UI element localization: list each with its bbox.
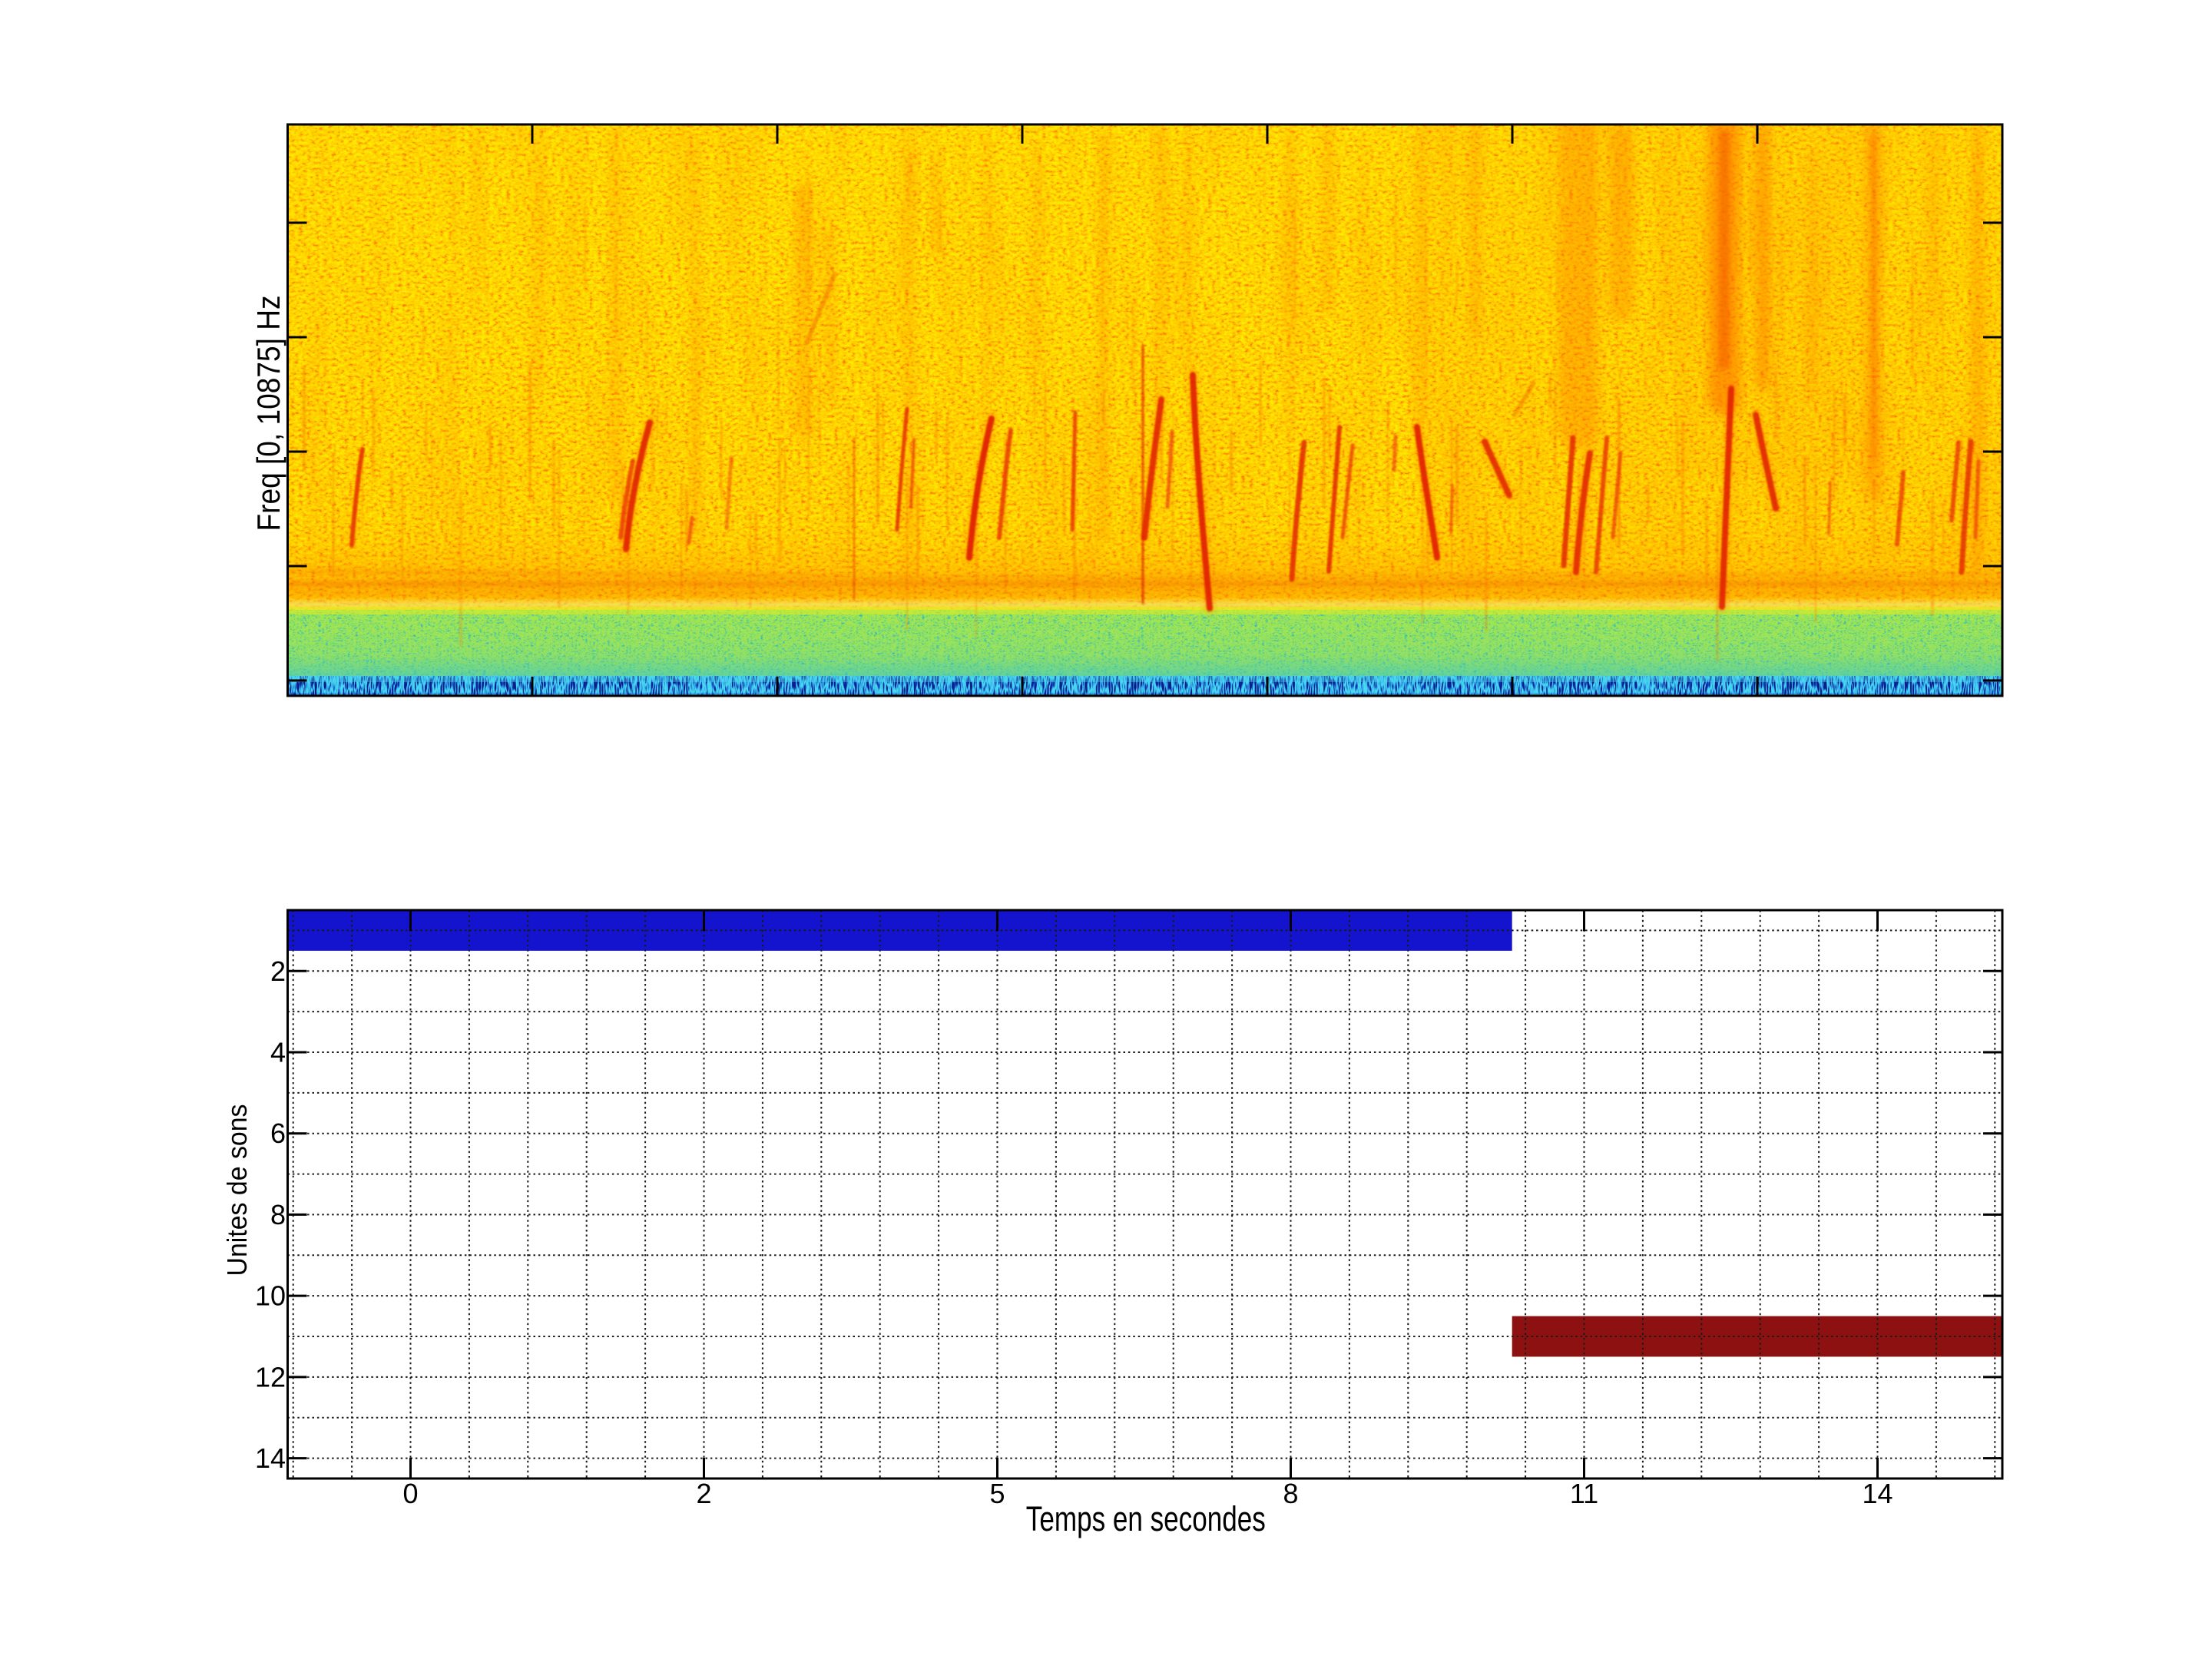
svg-text:8: 8 [1283,1478,1298,1509]
svg-text:12: 12 [255,1361,286,1392]
svg-text:5: 5 [989,1478,1005,1509]
svg-text:11: 11 [1570,1478,1598,1509]
svg-text:14: 14 [255,1442,286,1474]
svg-text:Unites de sons: Unites de sons [221,1104,253,1277]
svg-text:10: 10 [255,1280,286,1312]
svg-text:8: 8 [270,1199,286,1230]
svg-text:14: 14 [1862,1478,1892,1509]
svg-text:2: 2 [696,1478,711,1509]
svg-text:Freq [0, 10875] Hz: Freq [0, 10875] Hz [250,296,286,531]
svg-text:2: 2 [270,955,286,987]
svg-text:Temps en secondes: Temps en secondes [1026,1499,1266,1538]
svg-text:6: 6 [270,1118,286,1149]
svg-text:4: 4 [270,1037,286,1068]
svg-text:0: 0 [402,1478,418,1509]
